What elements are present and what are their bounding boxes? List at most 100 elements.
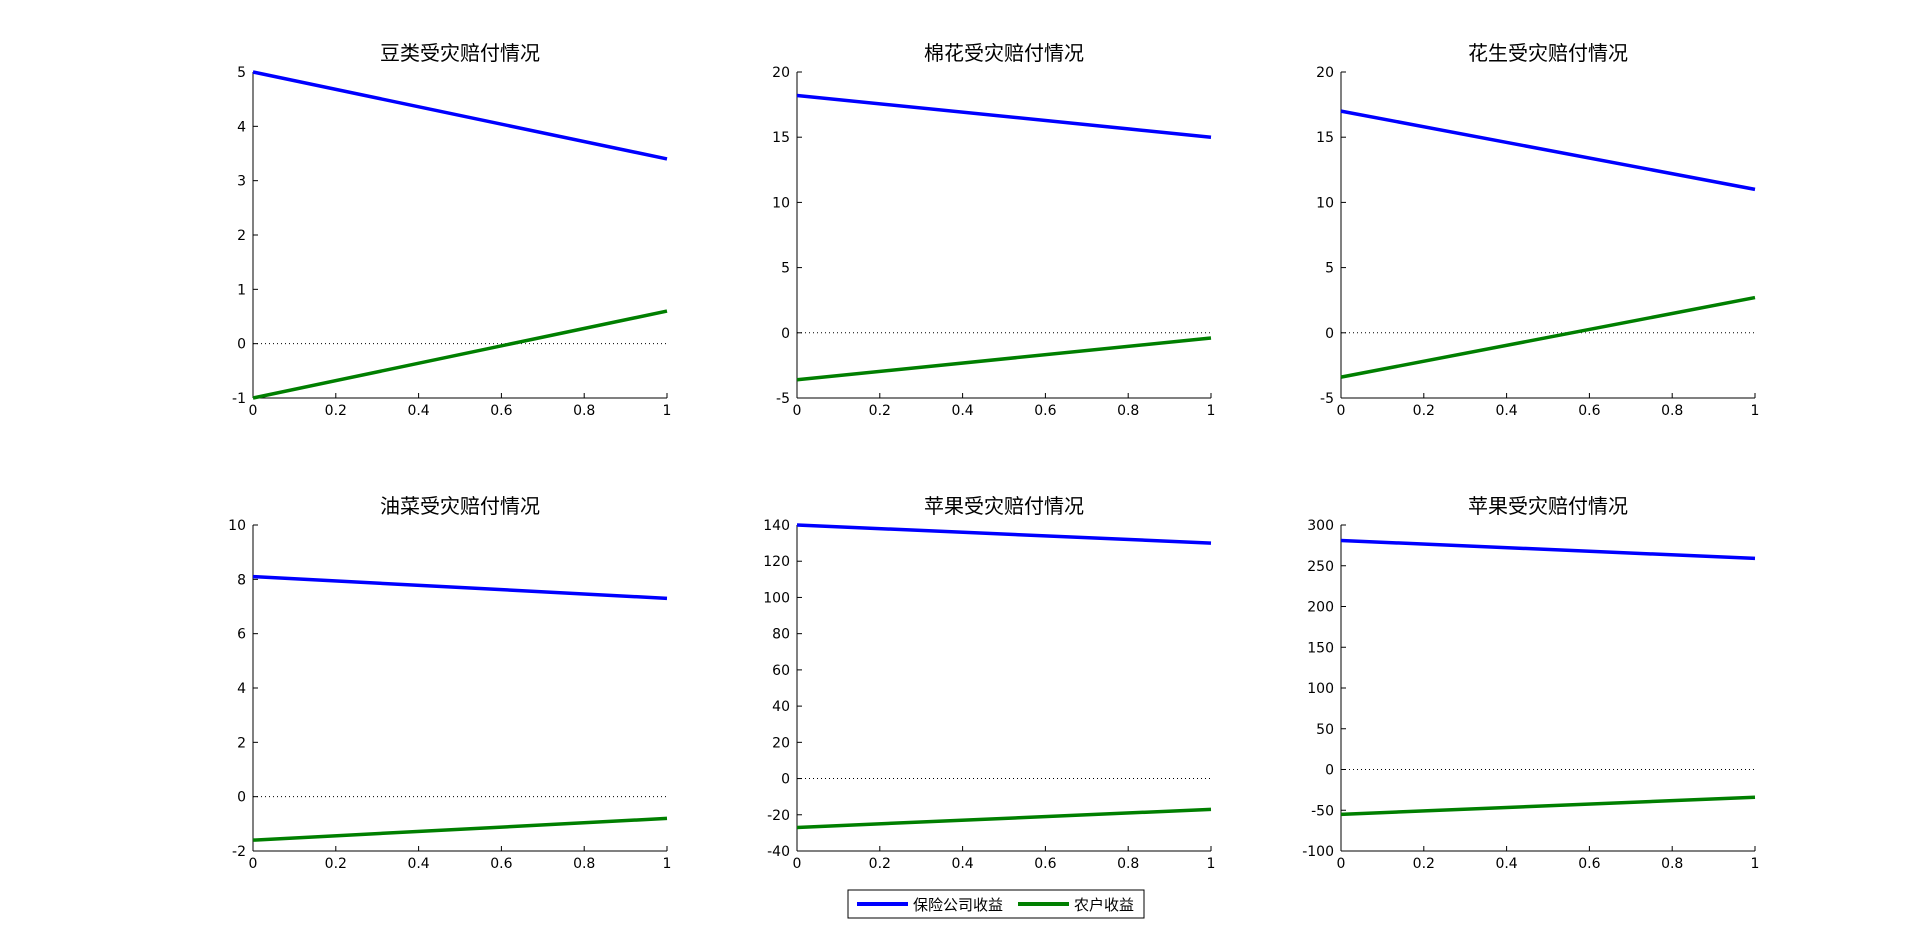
x-tick-label: 0 — [793, 856, 802, 872]
y-tick-label: 300 — [1307, 518, 1334, 534]
y-tick-label: 100 — [763, 590, 790, 606]
y-tick-label: -50 — [1311, 803, 1334, 819]
legend-label-farmer: 农户收益 — [1074, 896, 1134, 914]
y-tick-label: 10 — [772, 195, 790, 211]
y-tick-label: 60 — [772, 663, 790, 679]
series-line-farmer — [796, 807, 1212, 830]
series-line-insurer — [1340, 109, 1756, 192]
x-tick-label: 0.2 — [869, 856, 891, 872]
panel-title: 油菜受灾赔付情况 — [380, 494, 540, 518]
series-line-insurer — [796, 93, 1212, 139]
x-tick-label: 0.8 — [1661, 403, 1683, 419]
y-tick-label: -100 — [1302, 844, 1334, 860]
y-tick-label: 20 — [772, 735, 790, 751]
panel-title: 棉花受灾赔付情况 — [924, 41, 1084, 65]
x-tick-label: 0.6 — [1578, 403, 1600, 419]
panel-title: 花生受灾赔付情况 — [1468, 41, 1628, 65]
y-tick-label: 1 — [237, 282, 246, 298]
x-tick-label: 1 — [1207, 403, 1216, 419]
y-tick-label: 20 — [1316, 65, 1334, 81]
y-tick-label: 10 — [228, 518, 246, 534]
x-tick-label: 1 — [1751, 403, 1760, 419]
series-line-farmer — [796, 336, 1212, 382]
x-tick-label: 0.8 — [1117, 403, 1139, 419]
y-tick-label: -40 — [767, 844, 790, 860]
x-tick-label: 0.2 — [1413, 403, 1435, 419]
panel-title: 苹果受灾赔付情况 — [1468, 494, 1628, 518]
y-tick-label: -20 — [767, 808, 790, 824]
y-tick-label: 5 — [781, 261, 790, 277]
y-tick-label: -5 — [1320, 391, 1334, 407]
y-tick-label: 100 — [1307, 681, 1334, 697]
y-tick-label: 200 — [1307, 600, 1334, 616]
y-tick-label: 50 — [1316, 722, 1334, 738]
y-tick-label: 4 — [237, 119, 246, 135]
series-line-farmer — [1340, 795, 1756, 817]
y-tick-label: 140 — [763, 518, 790, 534]
y-tick-label: -1 — [232, 391, 246, 407]
y-tick-label: 120 — [763, 554, 790, 570]
y-tick-label: 0 — [1325, 326, 1334, 342]
y-tick-label: 150 — [1307, 640, 1334, 656]
y-tick-label: 80 — [772, 627, 790, 643]
x-tick-label: 0.2 — [325, 403, 347, 419]
x-tick-label: 0.6 — [1578, 856, 1600, 872]
x-tick-label: 0.8 — [573, 403, 595, 419]
x-tick-label: 1 — [663, 403, 672, 419]
y-tick-label: 5 — [237, 65, 246, 81]
y-tick-label: 3 — [237, 174, 246, 190]
y-tick-label: 15 — [772, 130, 790, 146]
y-tick-label: 0 — [237, 790, 246, 806]
y-tick-label: 0 — [781, 326, 790, 342]
x-tick-label: 0.4 — [951, 856, 973, 872]
y-tick-label: 5 — [1325, 261, 1334, 277]
series-line-insurer — [252, 70, 668, 161]
series-line-farmer — [252, 309, 668, 400]
x-tick-label: 0.2 — [1413, 856, 1435, 872]
x-tick-label: 0.4 — [407, 856, 429, 872]
y-tick-label: 250 — [1307, 559, 1334, 575]
x-tick-label: 0 — [1337, 403, 1346, 419]
subplot-6: 苹果受灾赔付情况 0 0.2 0.4 0.6 0.8 1 -100 -50 0 50 100 150 20… — [1302, 494, 1759, 872]
x-tick-label: 0.6 — [490, 403, 512, 419]
series-line-insurer — [1340, 538, 1756, 561]
series-line-insurer — [796, 523, 1212, 545]
subplot-5: 苹果受灾赔付情况 0 0.2 0.4 0.6 0.8 1 -40 -20 0 20 40 60 80 100… — [763, 494, 1215, 872]
panel-title: 苹果受灾赔付情况 — [924, 494, 1084, 518]
y-tick-label: 6 — [237, 627, 246, 643]
series-line-insurer — [252, 574, 668, 601]
y-tick-label: 10 — [1316, 195, 1334, 211]
y-tick-label: 0 — [1325, 763, 1334, 779]
y-tick-label: 2 — [237, 735, 246, 751]
x-tick-label: 1 — [663, 856, 672, 872]
x-tick-label: 0.4 — [1495, 403, 1517, 419]
x-tick-label: 0.4 — [407, 403, 429, 419]
x-tick-label: 0 — [793, 403, 802, 419]
x-tick-label: 0.6 — [490, 856, 512, 872]
y-tick-label: 20 — [772, 65, 790, 81]
y-tick-label: 8 — [237, 572, 246, 588]
legend-label-insurer: 保险公司收益 — [913, 896, 1003, 914]
legend: 保险公司收益 农户收益 — [847, 889, 1145, 919]
x-tick-label: 0.2 — [325, 856, 347, 872]
y-tick-label: -2 — [232, 844, 246, 860]
x-tick-label: 0.8 — [1117, 856, 1139, 872]
x-tick-label: 0.4 — [1495, 856, 1517, 872]
x-tick-label: 0.6 — [1034, 403, 1056, 419]
x-tick-label: 0.2 — [869, 403, 891, 419]
y-tick-label: 4 — [237, 681, 246, 697]
y-tick-label: 40 — [772, 699, 790, 715]
x-tick-label: 0.8 — [1661, 856, 1683, 872]
series-line-farmer — [1340, 295, 1756, 379]
y-tick-label: 0 — [781, 772, 790, 788]
y-tick-label: 2 — [237, 228, 246, 244]
series-line-farmer — [252, 816, 668, 842]
y-tick-label: -5 — [776, 391, 790, 407]
x-tick-label: 0 — [249, 403, 258, 419]
